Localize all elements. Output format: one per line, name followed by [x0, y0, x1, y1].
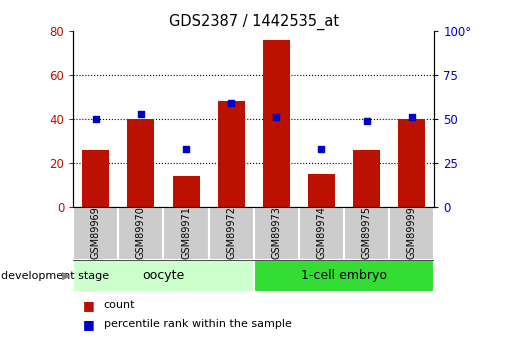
Text: count: count	[104, 300, 135, 310]
Bar	[263, 40, 290, 207]
Bar	[82, 150, 109, 207]
Title: GDS2387 / 1442535_at: GDS2387 / 1442535_at	[169, 13, 339, 30]
Text: GSM89974: GSM89974	[317, 206, 326, 259]
Text: percentile rank within the sample: percentile rank within the sample	[104, 319, 291, 329]
Bar	[398, 119, 425, 207]
Bar	[344, 207, 389, 260]
Point	[272, 115, 280, 120]
Text: ▶: ▶	[63, 271, 71, 281]
Bar	[164, 207, 209, 260]
Bar	[73, 260, 254, 292]
Text: GSM89972: GSM89972	[226, 206, 236, 259]
Bar	[254, 260, 434, 292]
Text: GSM89971: GSM89971	[181, 206, 191, 259]
Text: GSM89969: GSM89969	[91, 206, 101, 259]
Bar	[308, 174, 335, 207]
Bar	[389, 207, 434, 260]
Text: GSM89970: GSM89970	[136, 206, 146, 259]
Point	[363, 118, 371, 124]
Text: GSM89973: GSM89973	[271, 206, 281, 259]
Text: development stage: development stage	[1, 271, 109, 281]
Point	[137, 111, 145, 117]
Text: GSM89975: GSM89975	[362, 206, 372, 259]
Text: 1-cell embryo: 1-cell embryo	[301, 269, 387, 283]
Bar	[299, 207, 344, 260]
Point	[408, 115, 416, 120]
Text: ■: ■	[83, 299, 95, 312]
Text: ■: ■	[83, 318, 95, 331]
Bar	[127, 119, 155, 207]
Bar	[118, 207, 164, 260]
Point	[318, 146, 326, 152]
Bar	[173, 176, 199, 207]
Bar	[73, 207, 118, 260]
Bar	[209, 207, 254, 260]
Bar	[353, 150, 380, 207]
Text: GSM89999: GSM89999	[407, 206, 417, 259]
Text: oocyte: oocyte	[142, 269, 185, 283]
Point	[92, 116, 100, 122]
Bar	[218, 101, 245, 207]
Point	[182, 146, 190, 152]
Point	[227, 100, 235, 106]
Bar	[254, 207, 299, 260]
